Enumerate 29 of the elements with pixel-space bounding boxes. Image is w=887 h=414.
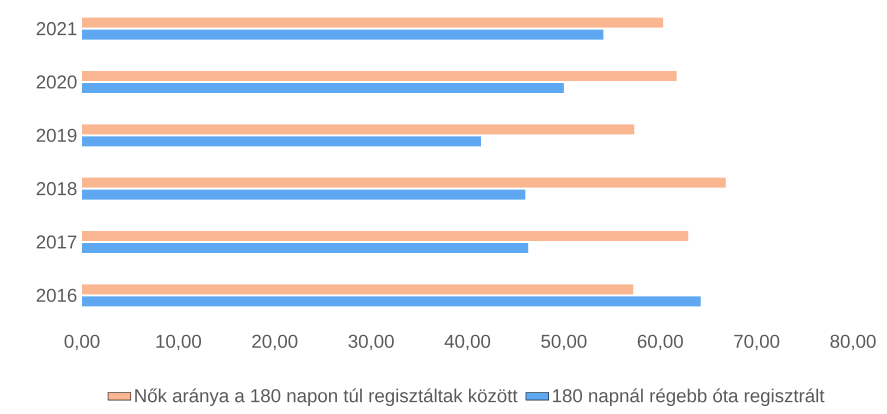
bar: [82, 284, 634, 294]
bar: [82, 71, 677, 81]
bar: [82, 243, 528, 253]
bar: [82, 83, 564, 93]
legend-label: 180 napnál régebb óta regisztrált: [553, 388, 824, 406]
bar: [82, 190, 526, 200]
x-tick-label: 50,00: [541, 334, 587, 350]
x-tick-label: 60,00: [638, 334, 683, 350]
y-tick-label: 2017: [36, 235, 76, 249]
y-tick-label: 2016: [36, 288, 76, 302]
x-tick-label: 30,00: [348, 334, 394, 350]
bar: [82, 136, 481, 146]
legend-label: Nők aránya a 180 napon túl regisztáltak között: [135, 388, 518, 406]
x-tick-label: 40,00: [444, 334, 490, 350]
x-tick-label: 20,00: [252, 334, 298, 350]
y-tick-label: 2019: [36, 128, 76, 142]
bar: [82, 231, 688, 241]
bar: [82, 178, 726, 188]
x-tick-label: 0,00: [64, 334, 100, 350]
bar: [82, 296, 701, 306]
y-tick-label: 2021: [36, 22, 76, 36]
x-tick-label: 80,00: [830, 334, 876, 350]
bar: [82, 18, 664, 28]
y-tick-label: 2020: [36, 75, 77, 89]
x-tick-label: 70,00: [734, 334, 780, 350]
y-tick-label: 2018: [36, 182, 76, 196]
bar: [82, 124, 634, 134]
x-tick-label: 10,00: [156, 334, 202, 350]
bar: [82, 30, 604, 40]
